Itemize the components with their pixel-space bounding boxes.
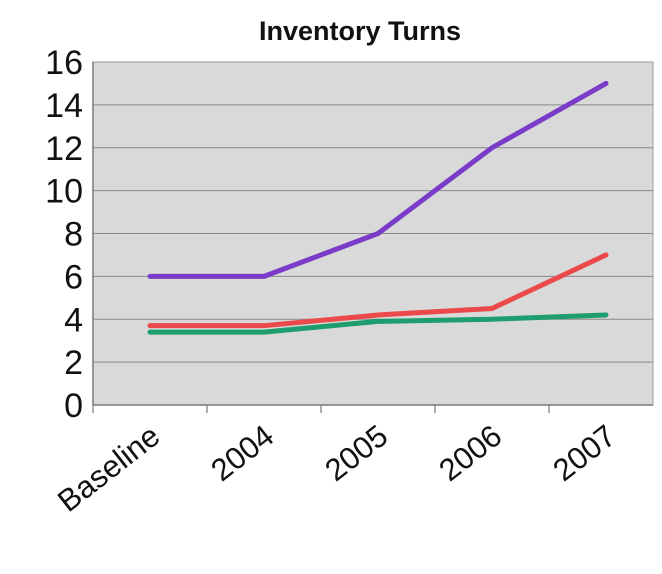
y-tick-label: 16 <box>45 44 83 82</box>
x-tick-label: 2006 <box>432 418 508 488</box>
series-line-3 <box>147 312 609 335</box>
y-tick-label: 0 <box>64 387 83 425</box>
y-tick-label: 6 <box>64 258 83 296</box>
y-axis-ticks: 0 2 4 6 8 10 12 14 16 <box>45 44 83 425</box>
x-tick-label: 2005 <box>318 418 394 488</box>
series-line-1 <box>147 80 609 279</box>
y-tick-label: 2 <box>64 344 83 382</box>
y-tick-label: 14 <box>45 87 83 125</box>
y-tick-label: 12 <box>45 130 83 168</box>
x-tick-label: 2004 <box>204 418 280 488</box>
x-axis-ticks: Baseline 2004 2005 2006 2007 <box>51 418 622 519</box>
chart-title: Inventory Turns <box>259 16 461 46</box>
y-tick-label: 8 <box>64 216 83 254</box>
x-tick-label: 2007 <box>546 418 622 488</box>
y-tick-label: 4 <box>64 301 83 339</box>
y-tick-label: 10 <box>45 173 83 211</box>
series-line-2 <box>147 252 609 329</box>
series-lines <box>147 80 609 335</box>
axes <box>92 62 653 413</box>
gridlines <box>93 104 653 363</box>
x-tick-label: Baseline <box>51 418 166 519</box>
